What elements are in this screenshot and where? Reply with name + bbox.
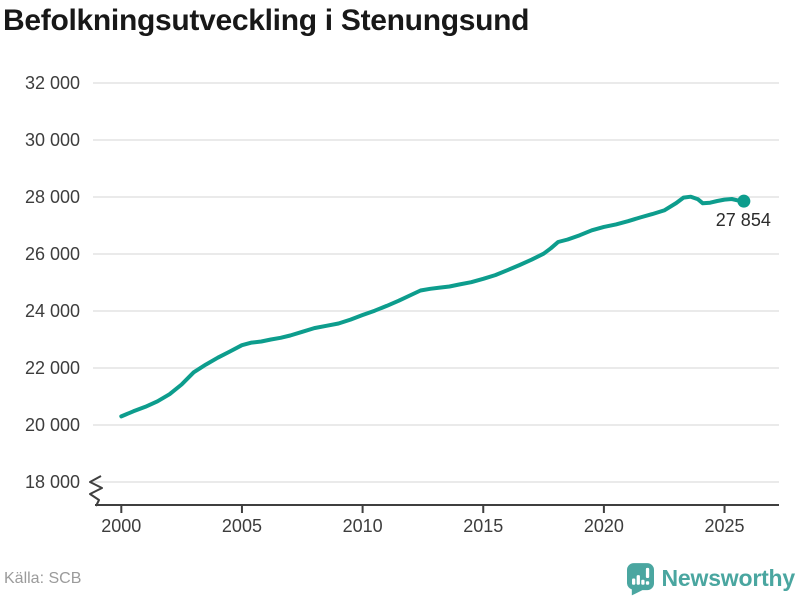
y-tick-label: 24 000 [25,301,80,321]
y-tick-label: 30 000 [25,130,80,150]
y-tick-label: 20 000 [25,415,80,435]
x-tick-label: 2000 [101,516,141,536]
branding-name: Newsworthy [661,565,796,591]
y-tick-label: 18 000 [25,472,80,492]
newsworthy-logo-icon [626,563,654,596]
y-tick-label: 26 000 [25,244,80,264]
series-line [119,194,746,419]
end-value-label: 27 854 [716,210,771,230]
x-tick-label: 2020 [584,516,624,536]
source-label: Källa: SCB [4,570,82,587]
x-tick-label: 2015 [463,516,503,536]
chart-title: Befolkningsutveckling i Stenungsund [3,4,530,37]
y-tick-label: 28 000 [25,187,80,207]
y-tick-label: 32 000 [25,73,80,93]
x-tick-label: 2010 [343,516,383,536]
x-tick-label: 2025 [705,516,745,536]
y-tick-label: 22 000 [25,358,80,378]
branding: Newsworthy [626,563,796,597]
x-tick-label: 2005 [222,516,262,536]
axis-break-zigzag [89,475,103,507]
end-dot [737,194,751,208]
